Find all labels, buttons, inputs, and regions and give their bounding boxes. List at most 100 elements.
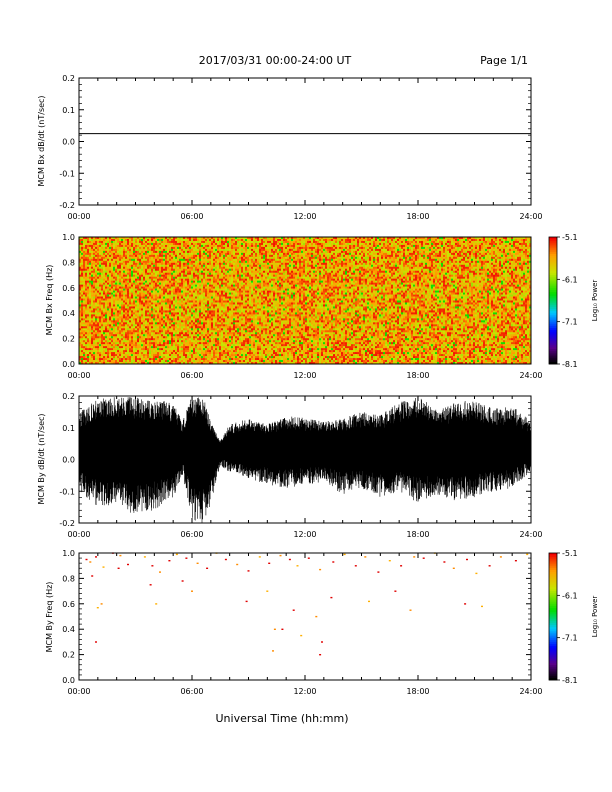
- spectrogram-cell: [103, 288, 106, 291]
- spectrogram-cell: [79, 344, 82, 347]
- spectrogram-cell: [123, 288, 126, 291]
- spectrogram-cell: [151, 334, 154, 337]
- spectrogram-cell: [173, 314, 176, 317]
- spectrogram-cell: [225, 254, 228, 258]
- spectrogram-cell: [183, 274, 186, 277]
- spectrogram-cell: [173, 304, 176, 307]
- spectrogram-cell: [203, 352, 206, 355]
- spectrogram-cell: [81, 352, 84, 355]
- spectrogram-cell: [169, 274, 172, 277]
- spectrogram-cell: [181, 258, 184, 262]
- spectrogram-cell: [193, 354, 196, 357]
- spectrogram-cell: [153, 302, 156, 305]
- spectrogram-cell: [217, 280, 220, 283]
- spectrogram-cell: [129, 272, 132, 275]
- spectrogram-cell: [185, 270, 188, 274]
- spectrogram-cell: [163, 336, 166, 339]
- spectrogram-cell: [165, 262, 168, 266]
- spectrogram-cell: [113, 274, 116, 277]
- spectrogram-cell: [85, 250, 88, 254]
- spectrogram-cell: [97, 306, 100, 309]
- spectrogram-cell: [99, 280, 102, 283]
- spectrogram-cell: [157, 302, 160, 305]
- spectrogram-cell: [125, 324, 128, 327]
- spectrogram-cell: [183, 336, 186, 339]
- spectrogram-cell: [95, 270, 98, 274]
- spectrogram-cell: [211, 304, 214, 307]
- spectrogram-cell: [215, 296, 218, 299]
- spectrogram-cell: [81, 250, 84, 254]
- spectrogram-cell: [111, 272, 114, 275]
- spectrogram-cell: [137, 342, 140, 345]
- spectrogram-cell: [105, 278, 108, 281]
- spectrogram-cell: [217, 350, 220, 353]
- spectrogram-cell: [187, 344, 190, 347]
- spectrogram-cell: [181, 312, 184, 315]
- spectrogram-cell: [219, 266, 222, 270]
- spectrogram-cell: [191, 256, 194, 260]
- spectrogram-cell: [173, 306, 176, 309]
- spectrogram-cell: [185, 352, 188, 355]
- spectrogram-cell: [183, 318, 186, 321]
- spectrogram-cell: [179, 310, 182, 313]
- spectrogram-cell: [219, 348, 222, 351]
- spectrogram-cell: [103, 254, 106, 258]
- spectrogram-cell: [209, 310, 212, 313]
- spectrogram-cell: [145, 342, 148, 345]
- spectrogram-cell: [125, 348, 128, 351]
- spectrogram-cell: [111, 322, 114, 325]
- spectrogram-cell: [203, 244, 206, 248]
- spectrogram-cell: [141, 258, 144, 262]
- spectrogram-cell: [209, 262, 212, 266]
- spectrogram-cell: [107, 294, 110, 297]
- spectrogram-cell: [105, 328, 108, 331]
- spectrogram-cell: [225, 280, 228, 283]
- spectrogram-cell: [175, 252, 178, 256]
- spectrogram-cell: [199, 270, 202, 274]
- spectrogram-cell: [115, 316, 118, 319]
- spectrogram-cell: [111, 348, 114, 351]
- spectrogram-cell: [179, 278, 182, 281]
- spectrogram-cell: [181, 248, 184, 252]
- spectrogram-cell: [115, 318, 118, 321]
- spectrogram-cell: [129, 334, 132, 337]
- spectrogram-cell: [227, 280, 230, 283]
- spectrogram-cell: [213, 272, 216, 275]
- spectrogram-cell: [193, 344, 196, 347]
- spectrogram-cell: [141, 274, 144, 277]
- spectrogram-cell: [139, 258, 142, 262]
- spectrogram-cell: [165, 344, 168, 347]
- spectrogram-cell: [159, 320, 162, 323]
- spectrogram-cell: [93, 240, 96, 244]
- spectrogram-cell: [87, 258, 90, 262]
- spectrogram-cell: [151, 350, 154, 353]
- spectrogram-cell: [151, 302, 154, 305]
- spectrogram-cell: [163, 284, 166, 287]
- spectrogram-cell: [179, 358, 182, 361]
- spectrogram-cell: [85, 286, 88, 289]
- spectrogram-cell: [117, 316, 120, 319]
- spectrogram-cell: [97, 322, 100, 325]
- spectrogram-cell: [109, 254, 112, 258]
- spectrogram-cell: [91, 362, 94, 365]
- spectrogram-cell: [227, 288, 230, 291]
- spectrogram-cell: [127, 326, 130, 329]
- spectrogram-cell: [205, 326, 208, 329]
- spectrogram-cell: [119, 328, 122, 331]
- spectrogram-cell: [95, 328, 98, 331]
- spectrogram-cell: [119, 242, 122, 246]
- spectrogram-cell: [83, 308, 86, 311]
- spectrogram-cell: [171, 322, 174, 325]
- spectrogram-cell: [81, 246, 84, 250]
- spectrogram-cell: [209, 316, 212, 319]
- spectrogram-cell: [175, 312, 178, 315]
- spectrogram-cell: [89, 302, 92, 305]
- spectrogram-cell: [227, 252, 230, 256]
- spectrogram-cell: [167, 324, 170, 327]
- spectrogram-cell: [139, 348, 142, 351]
- spectrogram-cell: [221, 272, 224, 275]
- spectrogram-cell: [181, 272, 184, 275]
- spectrogram-cell: [85, 240, 88, 244]
- spectrogram-cell: [131, 308, 134, 311]
- spectrogram-cell: [191, 358, 194, 361]
